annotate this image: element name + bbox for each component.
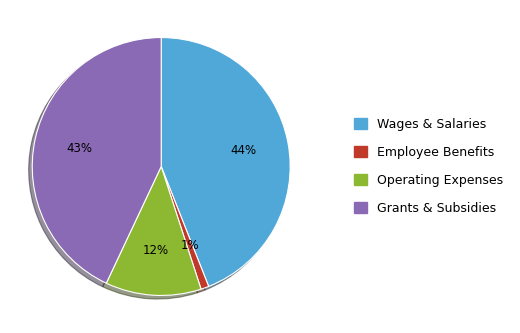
Text: 12%: 12% xyxy=(143,244,169,257)
Wedge shape xyxy=(32,38,161,283)
Wedge shape xyxy=(106,166,201,295)
Wedge shape xyxy=(161,38,290,286)
Text: 44%: 44% xyxy=(230,144,256,157)
Legend: Wages & Salaries, Employee Benefits, Operating Expenses, Grants & Subsidies: Wages & Salaries, Employee Benefits, Ope… xyxy=(355,118,503,215)
Text: 43%: 43% xyxy=(67,142,93,155)
Wedge shape xyxy=(161,166,209,289)
Text: 1%: 1% xyxy=(180,239,199,252)
